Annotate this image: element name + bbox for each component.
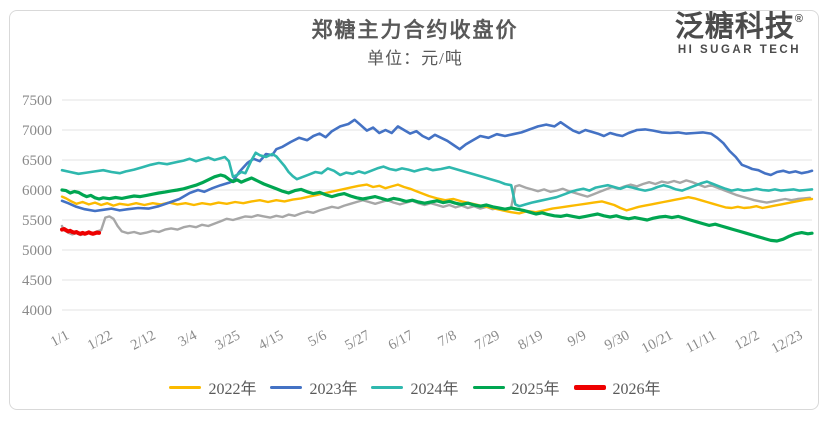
x-axis-tick-label: 9/9 — [565, 327, 589, 350]
legend-item-2024[interactable]: 2024年 — [371, 375, 459, 399]
y-axis-tick-label: 4000 — [22, 303, 52, 319]
x-axis-tick-label: 1/1 — [48, 327, 72, 350]
x-axis-tick-label: 2/12 — [128, 327, 158, 353]
brand-name-text: 泛糖科技 — [674, 11, 795, 43]
x-axis-tick-label: 8/19 — [516, 327, 546, 353]
brand-name-en: HI SUGAR TECH — [677, 44, 802, 56]
legend-item-2025[interactable]: 2025年 — [472, 375, 560, 399]
y-axis-tick-label: 7000 — [22, 123, 52, 139]
x-axis-tick-label: 4/15 — [256, 327, 286, 353]
legend-item-2023[interactable]: 2023年 — [270, 375, 357, 399]
series-line-2023 — [60, 118, 814, 213]
x-axis-tick-label: 12/2 — [732, 327, 762, 353]
chart-unit-label: 单位：元/吨 — [367, 49, 463, 68]
series-line-2026 — [60, 227, 102, 236]
legend-item-2022[interactable]: 2022年 — [169, 375, 256, 399]
x-axis-tick-label: 9/30 — [602, 327, 632, 353]
legend-item-2026[interactable]: 2026年 — [573, 375, 661, 399]
x-axis-tick-label: 1/22 — [85, 327, 115, 353]
legend-label-2023: 2023年 — [309, 381, 358, 398]
series-line-2024 — [60, 151, 814, 208]
legend-label-2025: 2025年 — [511, 381, 560, 398]
series-line-2025 — [60, 173, 814, 243]
x-axis-tick-label: 7/8 — [435, 327, 459, 350]
legend-swatch-2024 — [371, 385, 404, 389]
y-axis-tick-label: 6500 — [22, 153, 52, 169]
x-axis-tick-label: 5/6 — [306, 327, 330, 350]
legend-swatch-2023 — [270, 385, 303, 389]
x-axis-tick-label: 5/27 — [342, 327, 372, 353]
x-axis-tick-label: 3/4 — [176, 327, 201, 350]
chart-legend: 2022年 2023年 2024年 2025年 2026年 — [0, 375, 830, 399]
series-line-2022 — [60, 183, 814, 215]
y-axis-tick-label: 4500 — [22, 273, 52, 289]
x-axis-tick-label: 12/23 — [769, 327, 806, 357]
x-axis-tick-label: 3/25 — [213, 327, 243, 353]
x-axis-tick-label: 6/17 — [386, 327, 416, 353]
brand-name-cn: 泛糖科技® — [675, 12, 804, 42]
chart-title: 郑糖主力合约收盘价 — [311, 18, 519, 42]
legend-swatch-2025 — [472, 385, 505, 389]
registered-mark: ® — [794, 13, 804, 25]
x-axis-tick-label: 7/29 — [472, 327, 502, 353]
x-axis-tick-label: 11/11 — [683, 327, 719, 356]
y-axis-tick-label: 5000 — [22, 243, 52, 259]
legend-swatch-2026 — [573, 384, 606, 390]
legend-swatch-2022 — [169, 385, 202, 389]
series-line-gray — [60, 179, 812, 237]
brand-logo: 泛糖科技® HI SUGAR TECH — [675, 12, 804, 56]
legend-label-2024: 2024年 — [410, 381, 459, 398]
legend-label-2022: 2022年 — [208, 381, 257, 398]
y-axis-tick-label: 7500 — [22, 93, 52, 109]
chart-card — [9, 10, 819, 410]
y-axis-tick-label: 6000 — [22, 183, 52, 199]
x-axis-tick-label: 10/21 — [639, 327, 676, 357]
y-axis-tick-label: 5500 — [22, 213, 52, 229]
legend-label-2026: 2026年 — [612, 381, 661, 398]
